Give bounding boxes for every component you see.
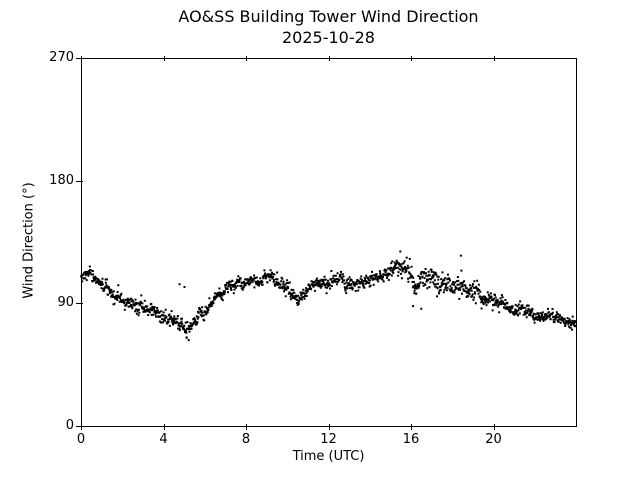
axis-frame bbox=[81, 58, 577, 427]
scatter-points bbox=[80, 250, 577, 342]
y-tick-label-0: 0 bbox=[65, 418, 74, 433]
y-tick-label-3: 270 bbox=[49, 50, 74, 65]
x-tick-label-3: 12 bbox=[320, 432, 337, 447]
x-tick-label-4: 16 bbox=[402, 432, 420, 447]
x-tick-label-2: 8 bbox=[241, 432, 251, 447]
tick-marks bbox=[76, 56, 495, 430]
chart-title-block: AO&SS Building Tower Wind Direction 2025… bbox=[81, 6, 576, 48]
chart-subtitle: 2025-10-28 bbox=[282, 28, 375, 47]
x-axis-label: Time (UTC) bbox=[292, 449, 365, 464]
x-tick-label-5: 20 bbox=[485, 432, 502, 447]
y-tick-label-1: 90 bbox=[57, 295, 74, 311]
x-tick-label-0: 0 bbox=[76, 432, 86, 447]
chart-title: AO&SS Building Tower Wind Direction bbox=[178, 7, 479, 26]
x-tick-label-1: 4 bbox=[159, 432, 168, 447]
y-tick-label-2: 180 bbox=[49, 172, 74, 188]
